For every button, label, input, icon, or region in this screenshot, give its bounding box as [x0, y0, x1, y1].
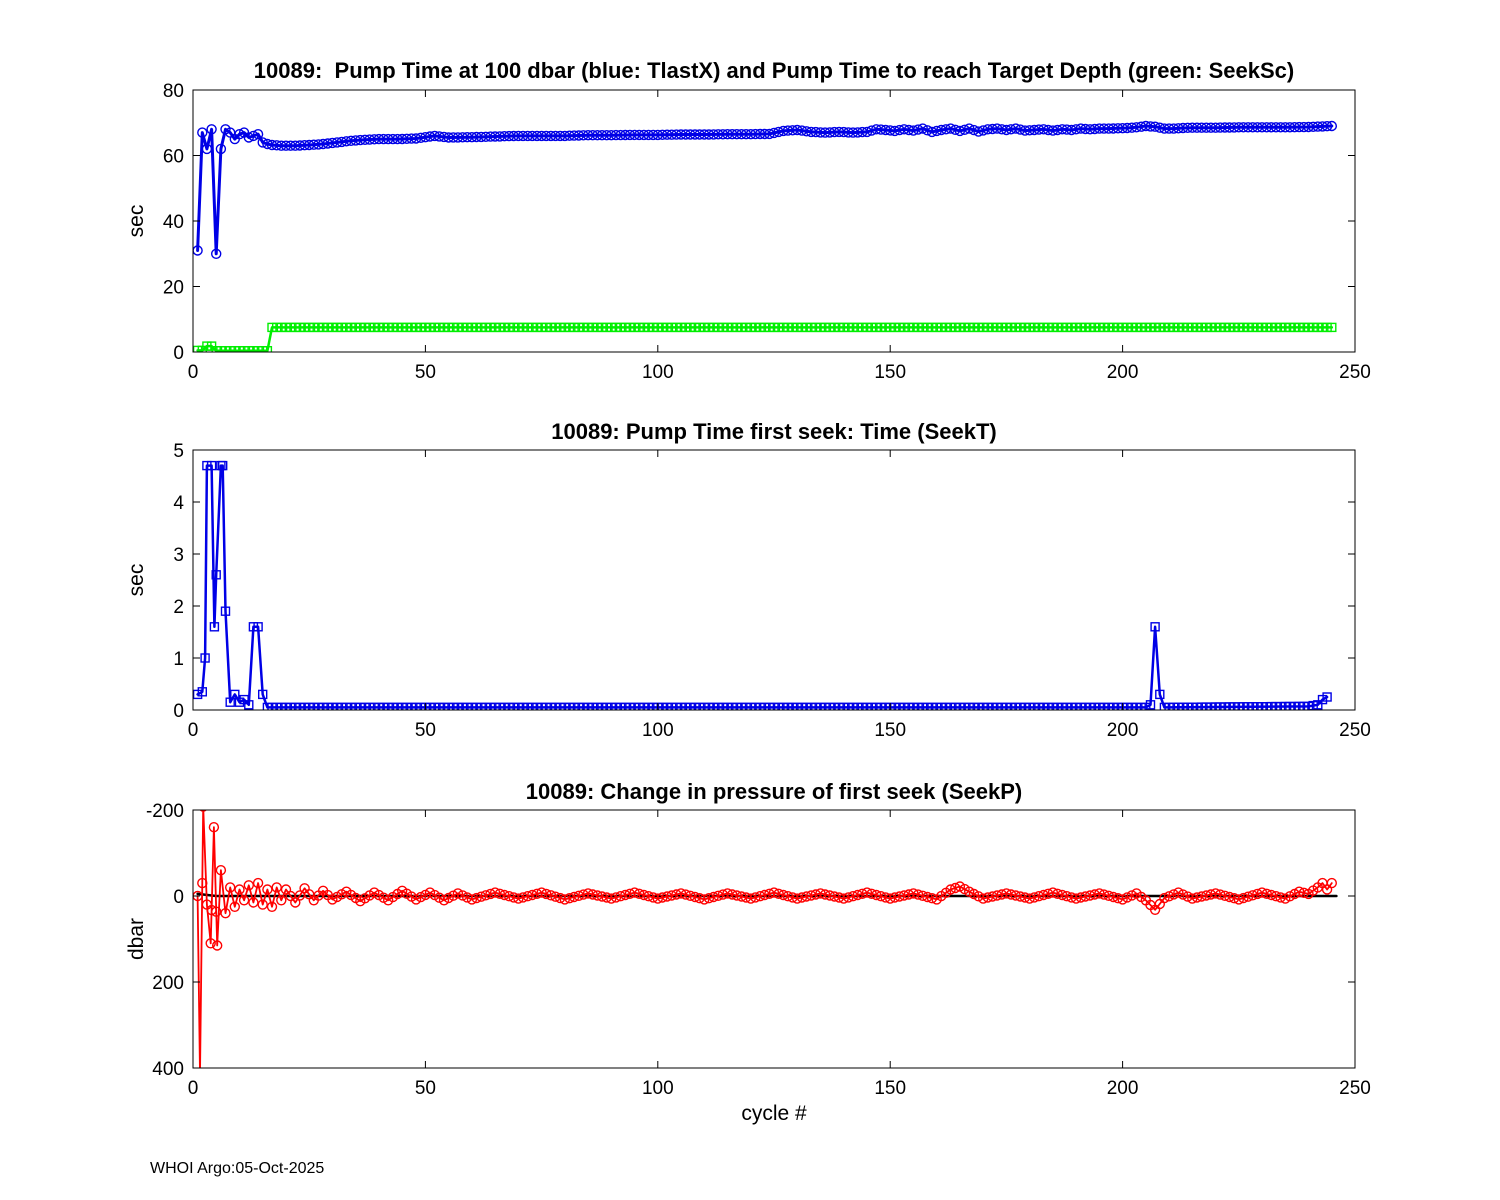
svg-text:400: 400 [152, 1059, 184, 1080]
chart1-title: 10089: Pump Time at 100 dbar (blue: Tlas… [253, 58, 1295, 83]
svg-text:50: 50 [415, 362, 436, 383]
svg-text:0: 0 [173, 343, 184, 364]
svg-text:60: 60 [163, 147, 184, 168]
svg-text:1: 1 [173, 649, 184, 670]
svg-text:5: 5 [173, 441, 184, 462]
footer-text: WHOI Argo:05-Oct-2025 [150, 1160, 325, 1177]
chart2-ylabel: sec [125, 563, 148, 597]
svg-text:100: 100 [642, 1078, 674, 1099]
svg-text:0: 0 [188, 1078, 199, 1099]
svg-text:80: 80 [163, 81, 184, 102]
svg-text:20: 20 [163, 278, 184, 299]
chart3-title: 10089: Change in pressure of first seek … [525, 779, 1023, 804]
svg-text:150: 150 [874, 362, 906, 383]
svg-text:40: 40 [163, 212, 184, 233]
chart1-ylabel: sec [125, 204, 148, 238]
svg-text:0: 0 [173, 887, 184, 908]
svg-text:4: 4 [173, 493, 184, 514]
chart2-title: 10089: Pump Time first seek: Time (SeekT… [551, 419, 997, 444]
svg-text:150: 150 [874, 720, 906, 741]
x-axis-label: cycle # [741, 1102, 807, 1125]
svg-text:200: 200 [1107, 720, 1139, 741]
svg-text:200: 200 [1107, 1078, 1139, 1099]
svg-text:100: 100 [642, 362, 674, 383]
svg-text:3: 3 [173, 545, 184, 566]
svg-text:200: 200 [1107, 362, 1139, 383]
svg-text:0: 0 [188, 362, 199, 383]
svg-text:250: 250 [1339, 1078, 1371, 1099]
svg-text:50: 50 [415, 720, 436, 741]
svg-text:250: 250 [1339, 362, 1371, 383]
svg-text:100: 100 [642, 720, 674, 741]
svg-text:-200: -200 [146, 801, 184, 822]
svg-text:0: 0 [188, 720, 199, 741]
chart3-ylabel: dbar [125, 917, 148, 961]
svg-text:50: 50 [415, 1078, 436, 1099]
svg-text:200: 200 [152, 973, 184, 994]
svg-text:0: 0 [173, 701, 184, 722]
svg-text:250: 250 [1339, 720, 1371, 741]
svg-text:150: 150 [874, 1078, 906, 1099]
svg-text:2: 2 [173, 597, 184, 618]
